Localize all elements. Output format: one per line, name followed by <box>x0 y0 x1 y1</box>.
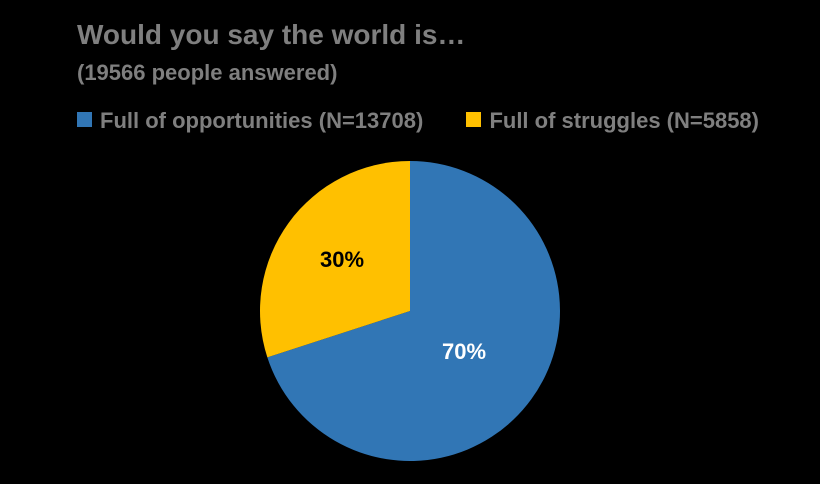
svg-text:70%: 70% <box>442 339 486 364</box>
svg-text:30%: 30% <box>320 247 364 272</box>
